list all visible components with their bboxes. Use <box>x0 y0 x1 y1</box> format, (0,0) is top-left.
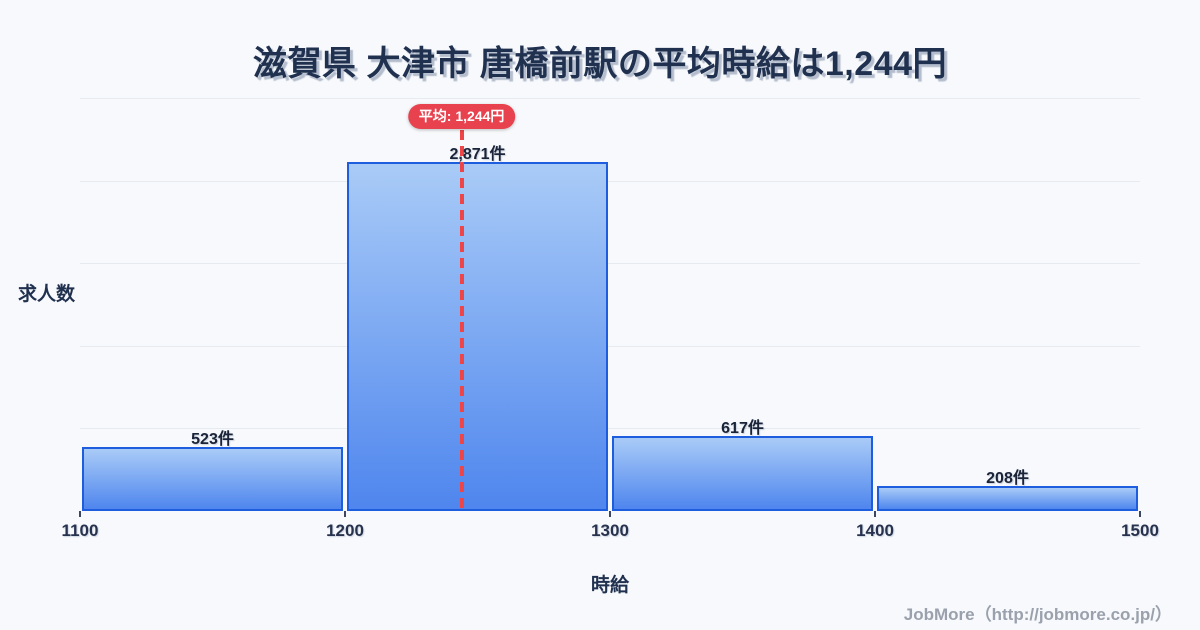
gridline <box>80 180 1140 182</box>
gridline <box>80 98 1140 99</box>
average-line <box>459 130 464 511</box>
x-tick-label: 1400 <box>856 521 894 540</box>
x-tick-mark <box>609 511 611 517</box>
histogram-bar <box>347 162 608 511</box>
bar-value-label: 2,871件 <box>449 146 506 164</box>
x-tick-mark <box>874 511 876 517</box>
x-tick-label: 1500 <box>1121 521 1159 540</box>
average-badge: 平均: 1,244円 <box>407 104 516 129</box>
bar-value-label: 208件 <box>986 469 1029 487</box>
x-tick-mark <box>1139 511 1141 517</box>
histogram-bar <box>612 436 873 511</box>
x-axis-title: 時給 <box>590 575 629 596</box>
x-tick-label: 1200 <box>326 521 364 540</box>
x-tick-mark <box>344 511 346 517</box>
gridline <box>80 263 1140 265</box>
gridline <box>80 345 1140 347</box>
x-tick-label: 1300 <box>591 521 629 540</box>
x-tick-mark <box>79 511 81 517</box>
histogram-bar <box>877 485 1138 511</box>
x-tick-label: 1100 <box>61 521 99 540</box>
bar-value-label: 523件 <box>191 431 234 449</box>
bar-value-label: 617件 <box>721 420 764 438</box>
histogram-bar <box>82 447 343 511</box>
chart-title: 滋賀県 大津市 唐橋前駅の平均時給は1,244円 <box>253 45 947 83</box>
gridline <box>80 428 1140 430</box>
footer-credit: JobMore（http://jobmore.co.jp/） <box>903 605 1172 624</box>
y-axis-title: 求人数 <box>18 284 76 305</box>
